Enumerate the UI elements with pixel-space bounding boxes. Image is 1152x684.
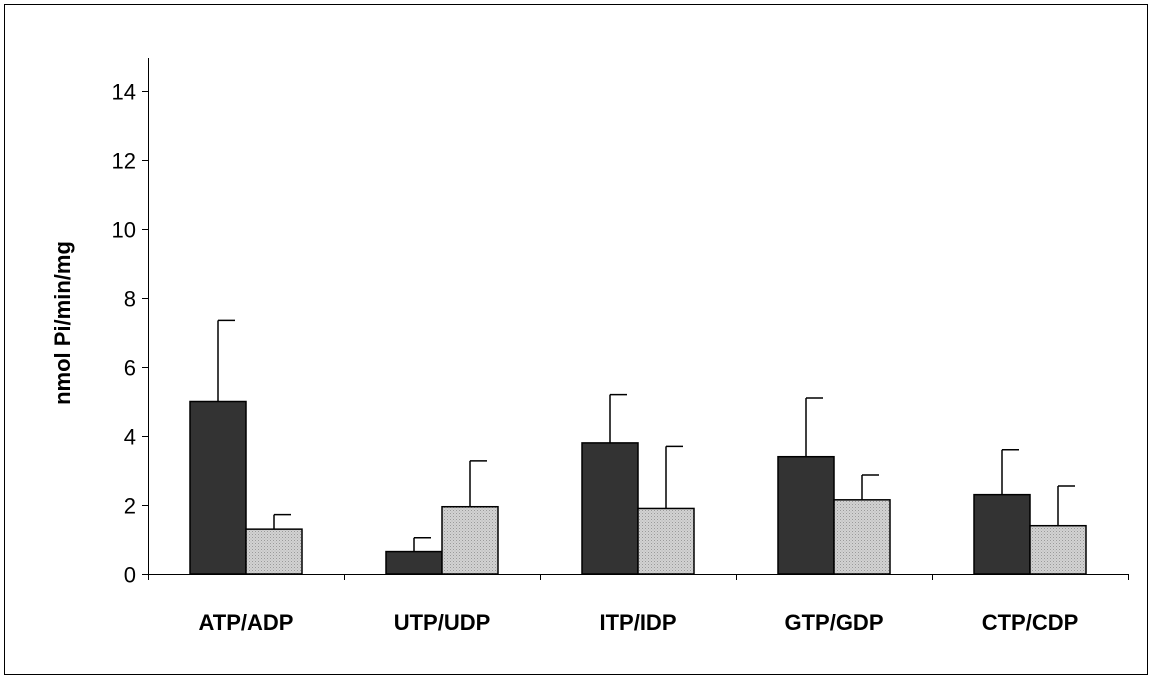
y-axis-title: nmol Pi/min/mg [50,241,75,405]
x-category-label: GTP/GDP [784,610,883,635]
bar-utp-udp-s2 [441,505,499,575]
y-tick-label: 8 [124,287,136,312]
x-category-label: ATP/ADP [199,610,294,635]
y-tick-label: 4 [124,425,136,450]
y-tick-label: 14 [112,80,136,105]
y-tick-label: 0 [124,563,136,588]
axes-layer [142,58,1129,580]
bar-utp-udp-s1 [385,550,443,575]
bar-itp-idp-s1 [581,442,639,575]
bar-atp-adp-s2 [245,528,303,575]
y-tick-label: 2 [124,494,136,519]
labels-layer: 0 2 4 6 8 10 12 14 ATP/ADP UTP/UDP ITP/IDP GTP/GDP C… [112,80,1079,636]
y-tick-label: 12 [112,149,136,174]
bars-layer [189,319,1087,575]
y-tick-label: 6 [124,356,136,381]
bar-gtp-gdp-s2 [833,499,891,575]
bar-ctp-cdp-s2 [1029,524,1087,575]
x-category-label: CTP/CDP [982,610,1079,635]
y-tick-label: 10 [112,218,136,243]
bar-itp-idp-s2 [637,507,695,575]
bar-atp-adp-s1 [189,400,247,575]
x-category-label: UTP/UDP [394,610,491,635]
x-category-label: ITP/IDP [599,610,676,635]
bar-ctp-cdp-s1 [973,493,1031,575]
bar-gtp-gdp-s1 [777,455,835,575]
